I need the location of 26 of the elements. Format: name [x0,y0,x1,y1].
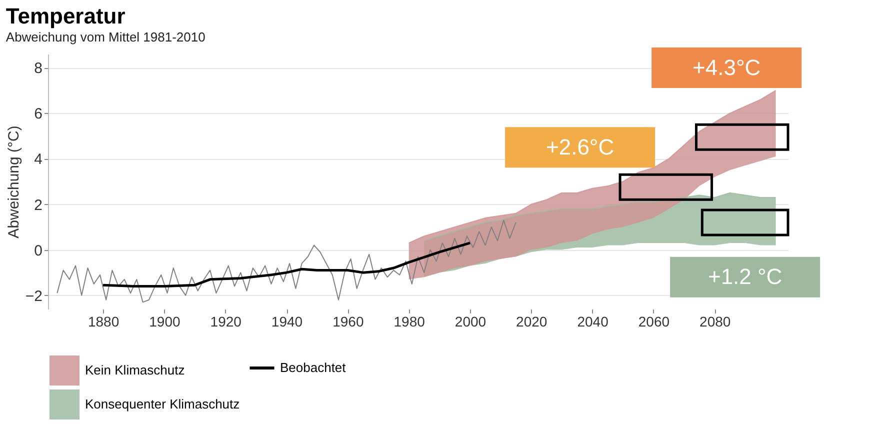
chart-subtitle: Abweichung vom Mittel 1981-2010 [6,30,206,45]
x-tick-label: 2040 [577,314,609,330]
annotation: +4.3°C [692,54,761,80]
x-tick-label: 1940 [271,314,303,330]
y-tick-label: 4 [34,151,42,168]
legend-label: Kein Klimaschutz [85,362,185,378]
x-tick-label: 2020 [516,314,548,330]
y-tick-label: 8 [34,60,42,78]
x-tick-label: 2000 [454,314,486,330]
x-tick-label: 1920 [210,314,242,330]
x-tick-label: 1980 [394,314,426,330]
chart-title: Temperatur [6,4,126,29]
y-tick-label: 2 [34,196,42,214]
x-tick-label: 2080 [700,314,731,330]
legend-label: Konsequenter Klimaschutz [85,396,240,412]
legend-label: Beobachtet [280,360,346,375]
x-tick-label: 1900 [149,314,180,330]
y-tick-label: 6 [34,106,42,123]
x-tick-label: 1960 [332,314,364,330]
annotation: +1.2 °C [708,264,782,290]
y-tick-label: −2 [25,288,42,305]
x-tick-label: 2060 [638,314,670,330]
annotation: +2.6°C [546,134,614,160]
y-tick-label: 0 [34,242,42,260]
x-tick-label: 1880 [88,314,120,330]
y-axis-title: Abweichung (°C) [5,126,22,238]
